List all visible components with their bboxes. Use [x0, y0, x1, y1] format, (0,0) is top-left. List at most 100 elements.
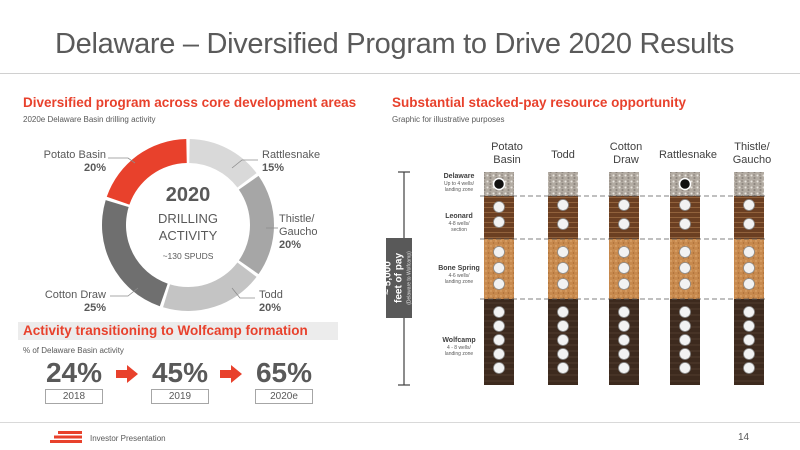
donut-center-spuds: ~130 SPUDS	[162, 251, 214, 261]
label-name: Rattlesnake	[262, 149, 321, 161]
layer-delaware	[548, 172, 578, 196]
zone-desc: 4-6 wells/	[448, 273, 470, 279]
well-marker	[743, 320, 755, 332]
title-divider	[0, 73, 800, 74]
activity-pct-2018: 24%	[45, 357, 103, 388]
leader-rattlesnake	[231, 159, 258, 169]
well-marker	[557, 320, 569, 332]
well-marker	[618, 348, 630, 360]
arrow-right-icon	[220, 365, 242, 383]
right-subheading: Graphic for illustrative purposes	[392, 115, 505, 124]
layer-delaware	[734, 172, 764, 196]
well-marker	[618, 306, 630, 318]
col-line1: Cotton	[609, 141, 643, 153]
well-marker	[743, 306, 755, 318]
well-marker	[493, 320, 505, 332]
zone-desc: section	[451, 227, 467, 233]
label-potato-basin: Potato Basin 20%	[40, 149, 106, 175]
well-marker	[679, 348, 691, 360]
column-header-thistle-gaucho: Thistle/ Gaucho	[712, 141, 792, 167]
donut-segment-cotton-draw	[101, 200, 168, 307]
well-marker	[493, 334, 505, 346]
layer-delaware	[609, 172, 639, 196]
label-name: Cotton Draw	[44, 289, 106, 301]
zone-name: Leonard	[445, 213, 473, 220]
pay-callout-text: ~ 5,000 feet of pay (Delaware to Wolfcam…	[383, 251, 416, 305]
well-marker	[493, 246, 505, 258]
well-marker	[493, 262, 505, 274]
zone-name: Bone Spring	[438, 265, 480, 272]
well-marker	[618, 199, 630, 211]
zone-desc: 4-8 wells/	[448, 221, 470, 227]
column-header-todd: Todd	[523, 149, 603, 162]
label-pct: 20%	[83, 162, 106, 174]
well-marker	[743, 262, 755, 274]
well-marker	[557, 362, 569, 374]
well-marker	[743, 348, 755, 360]
leader-todd	[231, 287, 255, 299]
well-marker	[743, 362, 755, 374]
well-marker	[618, 320, 630, 332]
well-marker	[493, 348, 505, 360]
col-line1: Thistle/	[734, 141, 770, 153]
column-header-cotton-draw: Cotton Draw	[586, 141, 666, 167]
zone-desc: 4 - 8 wells/	[447, 345, 471, 351]
well-marker	[679, 362, 691, 374]
well-marker	[618, 218, 630, 230]
well-marker	[618, 362, 630, 374]
well-marker	[557, 306, 569, 318]
zone-label-wolfcamp: Wolfcamp 4 - 8 wells/ landing zone	[424, 336, 494, 357]
well-marker	[557, 218, 569, 230]
well-marker	[679, 218, 691, 230]
well-marker	[557, 246, 569, 258]
donut-segment-thistle-gaucho	[238, 175, 274, 275]
label-pct: 20%	[259, 302, 282, 314]
zone-desc: landing zone	[444, 279, 474, 285]
activity-pct-2019: 45%	[151, 357, 209, 388]
well-marker	[679, 334, 691, 346]
well-marker-dark	[678, 177, 692, 191]
well-marker	[743, 246, 755, 258]
company-logo-icon	[50, 431, 82, 443]
activity-heading-band	[18, 322, 338, 340]
zone-name: Delaware	[443, 173, 475, 180]
well-marker	[743, 218, 755, 230]
activity-year-2018: 2018	[45, 389, 103, 404]
label-cotton-draw: Cotton Draw 25%	[40, 289, 106, 315]
well-marker	[618, 262, 630, 274]
label-name2: Gaucho	[279, 226, 318, 238]
zone-name: Wolfcamp	[442, 337, 476, 344]
label-name: Thistle/	[279, 213, 315, 225]
well-marker	[493, 201, 505, 213]
activity-year-2019: 2019	[151, 389, 209, 404]
well-marker	[679, 320, 691, 332]
col-line2: Draw	[613, 154, 639, 166]
donut-segment-rattlesnake	[189, 139, 257, 188]
activity-heading: Activity transitioning to Wolfcamp forma…	[23, 323, 308, 338]
label-pct: 25%	[83, 302, 106, 314]
arrow-right-icon	[116, 365, 138, 383]
footer-text: Investor Presentation	[90, 434, 166, 443]
well-marker	[743, 199, 755, 211]
well-marker	[557, 334, 569, 346]
donut-center-label: DRILLING ACTIVITY	[128, 210, 248, 244]
well-marker	[618, 278, 630, 290]
label-name: Todd	[259, 289, 283, 301]
donut-segment-potato-basin	[106, 139, 187, 205]
well-marker	[557, 199, 569, 211]
pay-main: ~ 5,000	[382, 261, 394, 295]
zone-desc: Up to 4 wells/	[443, 181, 474, 187]
well-marker	[679, 199, 691, 211]
donut-center-year: 2020	[165, 184, 211, 206]
well-marker	[743, 278, 755, 290]
well-marker	[493, 362, 505, 374]
zone-label-leonard: Leonard 4-8 wells/ section	[424, 212, 494, 233]
label-name: Potato Basin	[43, 149, 106, 161]
label-todd: Todd 20%	[259, 289, 283, 315]
well-marker	[679, 278, 691, 290]
zone-label-bone-spring: Bone Spring 4-6 wells/ landing zone	[424, 264, 494, 285]
column-header-rattlesnake: Rattlesnake	[648, 149, 728, 162]
col-line1: Todd	[551, 149, 575, 161]
